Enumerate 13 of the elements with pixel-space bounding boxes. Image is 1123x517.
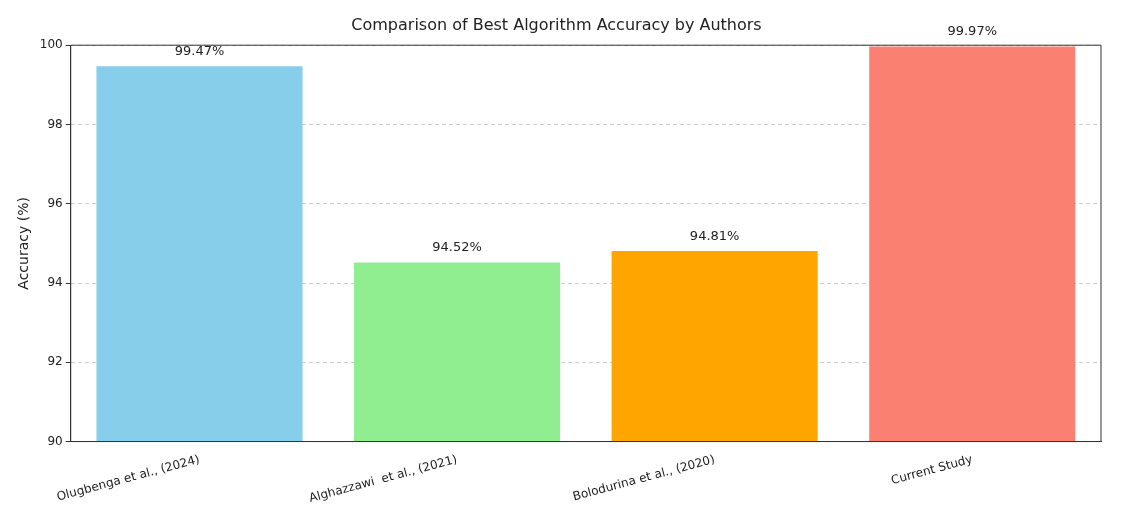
chart-title: Comparison of Best Algorithm Accuracy by Authors xyxy=(351,14,762,34)
y-tick-label: 98 xyxy=(47,116,63,131)
y-tick-label: 90 xyxy=(47,433,63,448)
y-tick-label: 94 xyxy=(47,275,63,290)
y-tick-label: 100 xyxy=(39,37,63,52)
y-axis-title: Accuracy (%) xyxy=(15,197,32,290)
data-label: 94.52% xyxy=(432,239,482,255)
y-tick-label: 92 xyxy=(47,354,63,369)
y-tick-label: 96 xyxy=(47,195,63,210)
data-label: 99.47% xyxy=(174,43,225,59)
data-label: 99.97% xyxy=(947,23,997,39)
data-label: 94.81% xyxy=(689,227,740,243)
x-tick-label: Current Study xyxy=(889,451,974,488)
